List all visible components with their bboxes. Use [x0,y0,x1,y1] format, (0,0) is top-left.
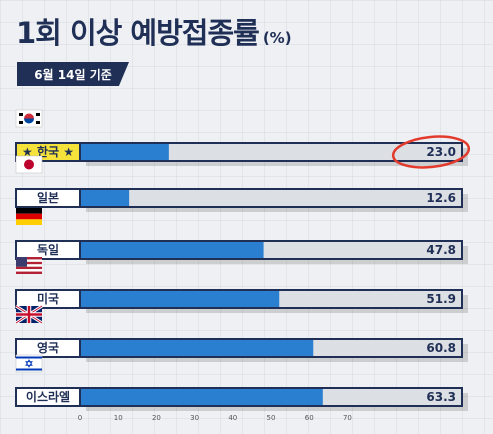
x-tick-label: 0 [78,414,82,422]
flag-stripe [16,266,42,270]
bar-track [79,142,463,162]
star-of-david [25,361,33,368]
flag-stripe [16,219,42,225]
category-label: 일본 [37,191,59,205]
value-label: 60.8 [426,341,456,355]
x-tick-label: 10 [114,414,123,422]
flag-stripe [16,259,42,262]
chart-title: 1회 이상 예방접종률 (%) [16,10,292,52]
taegeuk-blue [24,118,34,124]
flag-stripe [16,368,42,371]
sun-disc [24,159,34,170]
trigram [36,121,40,124]
flag-cross-red [16,306,42,323]
flag-stripe [16,269,42,272]
chart-title-unit: (%) [262,29,292,47]
flag-stripe [16,261,42,265]
trigram [19,121,23,124]
flag-stripe [16,213,42,220]
flag-stripe [16,271,42,274]
category-label: 미국 [37,291,59,306]
category-label: 영국 [37,340,59,355]
category-label: 독일 [37,243,59,257]
category-label: 이스라엘 [26,389,70,404]
highlight-circle [391,135,471,169]
trigram [36,113,40,116]
x-tick-label: 50 [267,414,276,422]
date-badge: 6월 14일 기준 [17,62,129,86]
flag-stripe [16,356,42,359]
usa-flag [16,257,42,274]
bar [81,291,280,307]
germany-flag [16,208,42,225]
value-label: 51.9 [426,292,456,306]
chart-title-text: 1회 이상 예방접종률 [16,16,260,50]
flag-field [15,354,43,373]
value-label: 63.3 [426,390,456,404]
flag-stripe [16,257,42,260]
x-tick-label: 20 [152,414,161,422]
star-of-david [25,359,33,366]
bar [81,144,169,160]
value-label: 47.8 [426,243,456,257]
bar [81,190,130,206]
bar [81,340,314,356]
bar [81,389,323,405]
uk-flag [15,304,43,325]
x-tick-label: 40 [228,414,237,422]
israel-flag [15,354,43,373]
flag-stripe [16,264,42,267]
bar [81,242,264,258]
value-label: 23.0 [426,145,456,159]
flag-canton [16,257,27,267]
taegeuk-red [24,113,34,119]
x-tick-label: 70 [343,414,352,422]
trigram [19,113,23,116]
x-tick-label: 30 [190,414,199,422]
japan-flag [15,155,43,174]
bar-track [79,188,463,208]
south-korea-flag [15,109,43,128]
category-label: ★ 한국 ★ [22,144,74,159]
x-tick-label: 60 [305,414,314,422]
flag-stripe [16,208,42,214]
value-label: 12.6 [426,191,456,205]
